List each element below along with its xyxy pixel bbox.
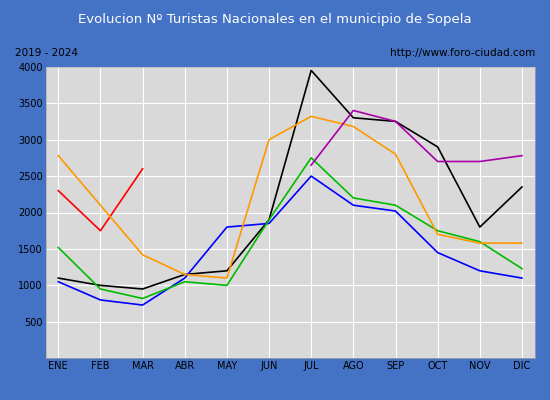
Text: Evolucion Nº Turistas Nacionales en el municipio de Sopela: Evolucion Nº Turistas Nacionales en el m… bbox=[78, 12, 472, 26]
Text: http://www.foro-ciudad.com: http://www.foro-ciudad.com bbox=[389, 48, 535, 58]
Text: 2019 - 2024: 2019 - 2024 bbox=[15, 48, 78, 58]
